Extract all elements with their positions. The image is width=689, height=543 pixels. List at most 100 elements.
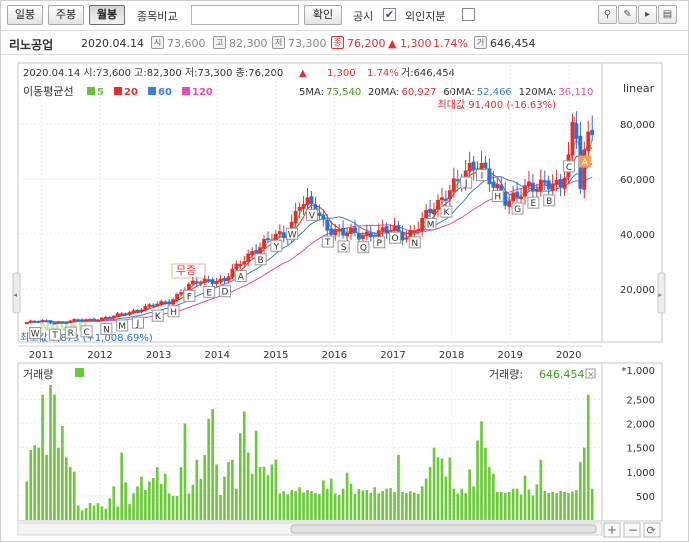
candle[interactable]	[436, 199, 440, 210]
volume-bar[interactable]	[436, 457, 440, 520]
candle[interactable]	[420, 217, 425, 231]
event-marker[interactable]	[132, 316, 145, 329]
volume-bar[interactable]	[440, 458, 444, 520]
event-marker[interactable]	[321, 235, 334, 248]
volume-bar[interactable]	[531, 495, 535, 520]
candle[interactable]	[586, 131, 591, 151]
candle[interactable]	[277, 231, 282, 235]
candle[interactable]	[396, 225, 401, 232]
candle[interactable]	[590, 129, 595, 136]
volume-bar[interactable]	[456, 493, 460, 520]
volume-bar[interactable]	[124, 482, 127, 520]
candle[interactable]	[167, 301, 172, 305]
volume-bar[interactable]	[270, 464, 274, 520]
volume-bar[interactable]	[104, 508, 108, 520]
volume-bar[interactable]	[543, 491, 547, 520]
volume-bar[interactable]	[567, 493, 570, 520]
volume-bar[interactable]	[416, 493, 420, 520]
candle[interactable]	[451, 178, 456, 192]
volume-bar[interactable]	[476, 440, 479, 520]
candle[interactable]	[230, 268, 235, 278]
candle[interactable]	[36, 320, 41, 323]
volume-bar[interactable]	[420, 486, 424, 520]
volume-bar[interactable]	[590, 488, 594, 520]
candle[interactable]	[131, 310, 136, 314]
volume-bar[interactable]	[432, 447, 436, 520]
candle[interactable]	[527, 181, 531, 187]
event-marker[interactable]	[203, 285, 216, 298]
volume-bar[interactable]	[227, 462, 230, 520]
candle[interactable]	[582, 149, 587, 190]
candle[interactable]	[72, 319, 77, 322]
candle[interactable]	[107, 317, 112, 320]
volume-bar[interactable]	[337, 494, 341, 520]
volume-bar[interactable]	[582, 447, 586, 520]
candle[interactable]	[297, 206, 302, 211]
volume-bar[interactable]	[318, 493, 321, 520]
candle[interactable]	[400, 231, 405, 241]
candle[interactable]	[281, 232, 286, 239]
candle[interactable]	[301, 204, 306, 209]
reset-button[interactable]	[643, 522, 661, 538]
volume-bar[interactable]	[412, 492, 416, 520]
volume-bar[interactable]	[144, 490, 147, 520]
candle[interactable]	[341, 227, 346, 236]
event-marker[interactable]	[100, 322, 113, 335]
candle[interactable]	[523, 185, 527, 197]
volume-bar[interactable]	[503, 493, 507, 520]
volume-bar[interactable]	[495, 492, 499, 520]
volume-bar[interactable]	[507, 492, 511, 520]
weekly-button[interactable]: 주봉	[48, 5, 84, 25]
volume-bar[interactable]	[519, 494, 523, 520]
volume-bar[interactable]	[325, 488, 329, 520]
volume-bar[interactable]	[539, 459, 543, 520]
confirm-button[interactable]: 확인	[304, 5, 342, 25]
candle[interactable]	[28, 320, 33, 323]
candle[interactable]	[52, 322, 57, 325]
volume-bar[interactable]	[108, 498, 112, 520]
candle[interactable]	[345, 233, 349, 237]
volume-bar[interactable]	[45, 454, 48, 520]
candle[interactable]	[123, 313, 128, 316]
candle[interactable]	[24, 322, 29, 325]
volume-bar[interactable]	[57, 447, 60, 520]
volume-bar[interactable]	[393, 492, 396, 520]
volume-bar[interactable]	[452, 488, 456, 520]
volume-bar[interactable]	[187, 493, 191, 520]
volume-bar[interactable]	[148, 481, 151, 520]
volume-bar[interactable]	[72, 471, 76, 520]
candle[interactable]	[111, 315, 116, 319]
volume-bar[interactable]	[460, 488, 464, 520]
candle[interactable]	[507, 200, 512, 207]
candle[interactable]	[305, 197, 310, 206]
candle[interactable]	[404, 237, 409, 240]
volume-bar[interactable]	[286, 494, 290, 520]
daily-button[interactable]: 일봉	[7, 5, 43, 25]
volume-bar[interactable]	[128, 504, 131, 520]
candle[interactable]	[262, 239, 266, 249]
candle[interactable]	[325, 219, 330, 231]
candle[interactable]	[309, 196, 314, 204]
event-marker[interactable]	[48, 328, 61, 341]
volume-bar[interactable]	[37, 447, 40, 520]
volume-bar[interactable]	[290, 490, 294, 520]
scrollbar-thumb[interactable]	[290, 524, 597, 534]
candle[interactable]	[455, 179, 460, 182]
candle[interactable]	[558, 179, 563, 188]
event-marker[interactable]	[424, 217, 437, 230]
volume-bar[interactable]	[61, 425, 64, 520]
candle[interactable]	[542, 180, 547, 183]
volume-bar[interactable]	[302, 492, 305, 520]
candle[interactable]	[511, 192, 516, 202]
volume-bar[interactable]	[207, 418, 210, 520]
candle[interactable]	[198, 281, 203, 284]
volume-bar[interactable]	[33, 445, 37, 520]
volume-bar[interactable]	[136, 486, 139, 520]
candle[interactable]	[242, 261, 247, 265]
event-marker[interactable]	[373, 236, 386, 249]
settings-icon[interactable]: ▤	[658, 5, 677, 24]
volume-bar[interactable]	[100, 506, 104, 521]
volume-bar[interactable]	[195, 459, 199, 520]
candle[interactable]	[412, 230, 417, 233]
volume-bar[interactable]	[25, 481, 29, 520]
